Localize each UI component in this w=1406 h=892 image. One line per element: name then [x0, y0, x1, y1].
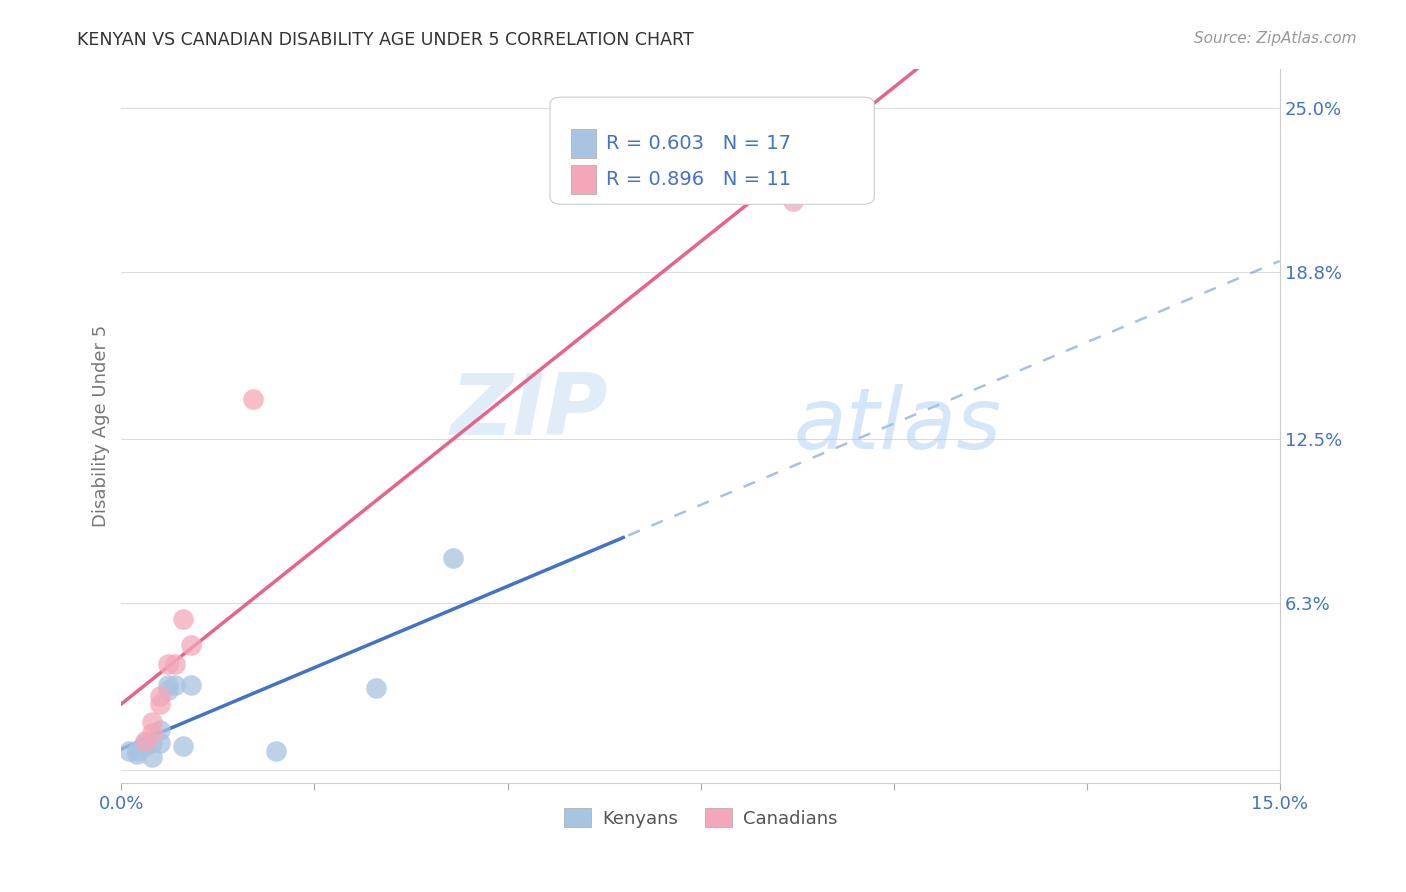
- Point: [264, 744, 287, 758]
- Point: [149, 736, 172, 750]
- Legend: Kenyans, Canadians: Kenyans, Canadians: [557, 801, 845, 835]
- Point: [180, 678, 202, 692]
- Point: [125, 744, 148, 758]
- Point: [165, 678, 187, 692]
- Text: KENYAN VS CANADIAN DISABILITY AGE UNDER 5 CORRELATION CHART: KENYAN VS CANADIAN DISABILITY AGE UNDER …: [77, 31, 695, 49]
- Point: [134, 736, 156, 750]
- Point: [141, 725, 163, 739]
- Point: [149, 689, 172, 703]
- Y-axis label: Disability Age Under 5: Disability Age Under 5: [93, 325, 110, 527]
- Point: [242, 392, 264, 407]
- Point: [149, 697, 172, 711]
- Point: [366, 681, 388, 695]
- Point: [141, 736, 163, 750]
- Point: [782, 194, 804, 208]
- Point: [172, 739, 194, 753]
- Point: [125, 747, 148, 761]
- Point: [134, 733, 156, 747]
- Point: [156, 678, 179, 692]
- FancyBboxPatch shape: [550, 97, 875, 204]
- Text: atlas: atlas: [793, 384, 1001, 467]
- Point: [156, 657, 179, 671]
- Point: [165, 657, 187, 671]
- Point: [443, 551, 465, 566]
- Bar: [571, 165, 596, 194]
- Text: Source: ZipAtlas.com: Source: ZipAtlas.com: [1194, 31, 1357, 46]
- Point: [141, 749, 163, 764]
- Point: [141, 715, 163, 730]
- Text: ZIP: ZIP: [450, 370, 607, 453]
- Point: [156, 683, 179, 698]
- Point: [180, 639, 202, 653]
- Point: [118, 744, 141, 758]
- Point: [134, 739, 156, 753]
- Text: R = 0.896   N = 11: R = 0.896 N = 11: [606, 169, 790, 189]
- Point: [149, 723, 172, 738]
- Bar: [571, 129, 596, 158]
- Point: [172, 612, 194, 626]
- Text: R = 0.603   N = 17: R = 0.603 N = 17: [606, 134, 790, 153]
